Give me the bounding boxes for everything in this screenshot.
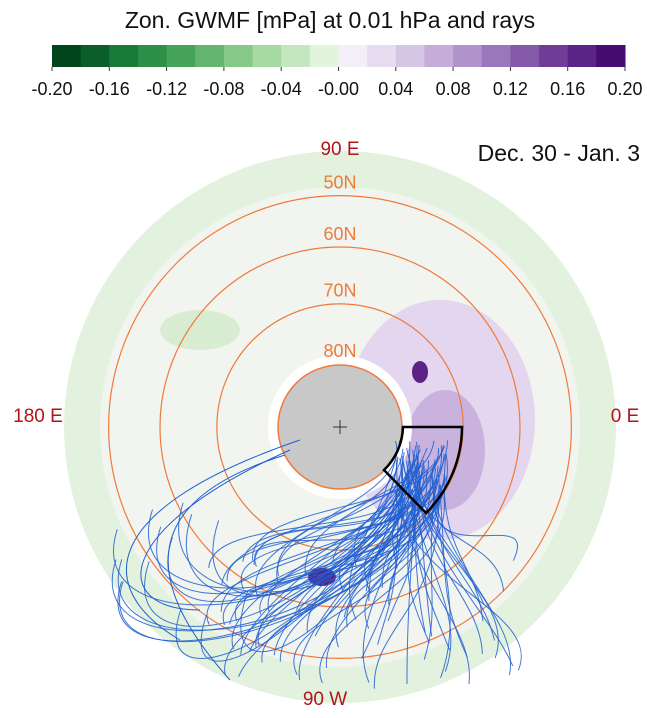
colorbar-bin [596,45,626,67]
colorbar-bin [281,45,311,67]
colorbar-bin [109,45,139,67]
source-sector [382,425,464,515]
ray [364,484,441,629]
ray [240,489,413,653]
ray [178,478,437,593]
colorbar-bin [424,45,454,67]
colorbar-bin [52,45,82,67]
colorbar-bin [367,45,397,67]
colorbar-bin [137,45,168,67]
date-label: Dec. 30 - Jan. 3 [478,140,640,166]
colorbar-bin [338,45,368,67]
colorbar-bin [395,45,425,67]
polar-map: 50N 60N 70N 80N [64,151,616,703]
ray [234,499,439,622]
ray [242,445,442,562]
colorbar-tick-label: -0.16 [89,79,130,99]
ray [156,446,445,595]
lon-label: 90 W [303,689,347,710]
ray [113,473,423,606]
colorbar-bin [195,45,225,67]
ray [381,471,410,589]
colorbar-bin [252,45,282,67]
shading [412,361,428,383]
shading [160,310,240,350]
colorbar-bin [453,45,483,67]
latitude-label: 50N [323,172,356,192]
latitude-label: 70N [323,281,356,301]
latitude-circle [107,194,573,660]
colorbar-bin [166,45,196,67]
ray [200,447,428,662]
ray [125,439,301,641]
ray [224,470,420,675]
colorbar-tick-label: 0.20 [607,79,642,99]
ray [361,459,404,659]
ray [408,454,505,592]
pole-marker [333,420,347,434]
colorbar-bin [309,45,339,67]
ray [212,462,419,596]
ray [365,445,417,592]
colorbar-tick-label: -0.12 [146,79,187,99]
ray [273,460,411,656]
ray [229,468,410,625]
lon-label: 90 E [320,139,359,160]
colorbar-tick-label: -0.08 [203,79,244,99]
colorbar: -0.20 -0.16 -0.12 -0.08 -0.04 -0.00 0.04 0.08 0.… [31,45,643,99]
ray [277,440,435,576]
colorbar-bin [567,45,597,67]
ray [319,496,445,684]
ray [140,449,291,611]
colorbar-tick-label: 0.16 [550,79,585,99]
ray [144,475,401,627]
ray [364,494,404,593]
title: Zon. GWMF [mPa] at 0.01 hPa and rays [125,7,535,33]
colorbar-bin [510,45,540,67]
colorbar-tick-label: -0.04 [261,79,302,99]
ray [413,453,451,651]
colorbar-bin [80,45,110,67]
latitude-label: 60N [323,224,356,244]
ray [206,459,436,625]
latitude-label: 80N [323,341,356,361]
ray [432,482,519,561]
ray [255,453,445,648]
ray [276,454,416,582]
ray [405,460,426,633]
ray [306,459,430,633]
ray [261,479,431,663]
colorbar-tick-label: 0.04 [378,79,413,99]
colorbar-bin [223,45,254,67]
colorbar-bin [539,45,569,67]
ray [298,454,419,681]
colorbar-tick-label: 0.12 [493,79,528,99]
colorbar-bin [481,45,511,67]
ray [167,454,286,681]
colorbar-tick-label: -0.20 [31,79,72,99]
ray [377,498,400,645]
colorbar-tick-label: 0.08 [436,79,471,99]
ray [112,491,421,632]
ray [293,496,434,676]
colorbar-tick-label: -0.00 [318,79,359,99]
ray [231,460,423,650]
ray [413,460,514,667]
ray [439,484,468,658]
ray [255,440,398,599]
latitude-circle [159,246,521,608]
lon-label: 180 E [13,406,63,427]
lon-label: 0 E [611,406,640,427]
